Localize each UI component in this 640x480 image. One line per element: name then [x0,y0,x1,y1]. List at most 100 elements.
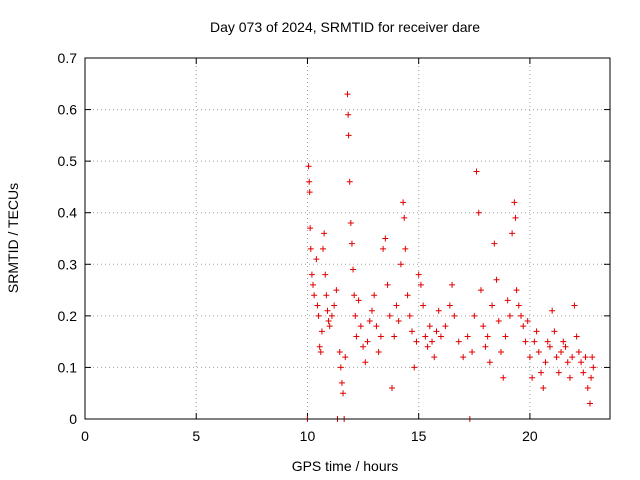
y-tick-label: 0.2 [58,308,78,324]
data-point [406,312,413,319]
data-point [377,333,384,340]
data-point [540,385,547,392]
data-point [371,292,378,299]
data-point [380,245,387,252]
data-point [506,312,513,319]
data-point [529,374,536,381]
data-point [353,333,360,340]
data-point [355,297,362,304]
y-tick-label: 0.5 [58,153,78,169]
data-point [542,359,549,366]
data-point [313,256,320,263]
data-point [395,318,402,325]
data-point [401,214,408,221]
data-point [323,292,330,299]
data-point [415,271,422,278]
data-point [333,287,340,294]
data-point [429,338,436,345]
data-point [362,359,369,366]
data-point [317,348,324,355]
data-point [336,348,343,355]
data-point [322,271,329,278]
x-tick-label: 0 [81,428,89,444]
data-point [393,302,400,309]
data-point [306,178,313,185]
data-point [560,338,567,345]
x-axis-label: GPS time / hours [292,458,399,474]
data-point [489,302,496,309]
x-tick-label: 20 [522,428,538,444]
data-point [306,189,313,196]
data-point [464,333,471,340]
data-point [331,302,338,309]
data-point [535,348,542,355]
data-point [475,209,482,216]
data-point [520,323,527,330]
data-point [473,168,480,175]
data-point [564,359,571,366]
y-axis-ticks: 0 0.1 0.2 0.3 0.4 0.5 0.6 0.7 [58,50,610,427]
data-point [522,338,529,345]
data-point [420,302,427,309]
data-point [338,379,345,386]
data-point [314,302,321,309]
data-point [586,400,593,407]
data-point [340,390,347,397]
data-point [345,111,352,118]
data-point [315,312,322,319]
data-point [350,266,357,273]
data-point [402,245,409,252]
data-point [409,328,416,335]
data-point [366,318,373,325]
x-axis-ticks: 0 5 10 15 20 [81,58,538,444]
data-point [460,354,467,361]
data-point [326,323,333,330]
data-point [307,225,314,232]
data-point [511,199,518,206]
data-point [391,333,398,340]
data-point [480,323,487,330]
data-point [325,318,332,325]
data-point [589,354,596,361]
x-tick-label: 15 [411,428,427,444]
data-point [357,323,364,330]
data-point [320,245,327,252]
chart-title: Day 073 of 2024, SRMTID for receiver dar… [210,19,480,35]
data-point [424,343,431,350]
data-point [431,354,438,361]
data-point [588,374,595,381]
y-tick-label: 0 [69,411,77,427]
data-point [569,354,576,361]
x-tick-label: 10 [300,428,316,444]
data-point [400,199,407,206]
data-point [345,132,352,139]
data-point [558,348,565,355]
data-point [360,343,367,350]
data-point [435,307,442,314]
data-point [486,359,493,366]
data-point [555,369,562,376]
data-point [469,348,476,355]
data-point [437,333,444,340]
data-point [513,287,520,294]
data-point [562,343,569,350]
data-point [578,359,585,366]
data-point [308,271,315,278]
data-point [584,385,591,392]
data-point [546,343,553,350]
data-point [352,312,359,319]
data-point [551,328,558,335]
plot-frame [84,57,611,420]
data-point [484,333,491,340]
data-point [346,178,353,185]
y-tick-label: 0.6 [58,102,78,118]
data-point [566,374,573,381]
data-point [324,307,331,314]
data-point [518,312,525,319]
data-point [305,163,312,170]
data-point [310,281,317,288]
data-point [590,364,597,371]
data-point [538,369,545,376]
y-tick-label: 0.1 [58,359,78,375]
